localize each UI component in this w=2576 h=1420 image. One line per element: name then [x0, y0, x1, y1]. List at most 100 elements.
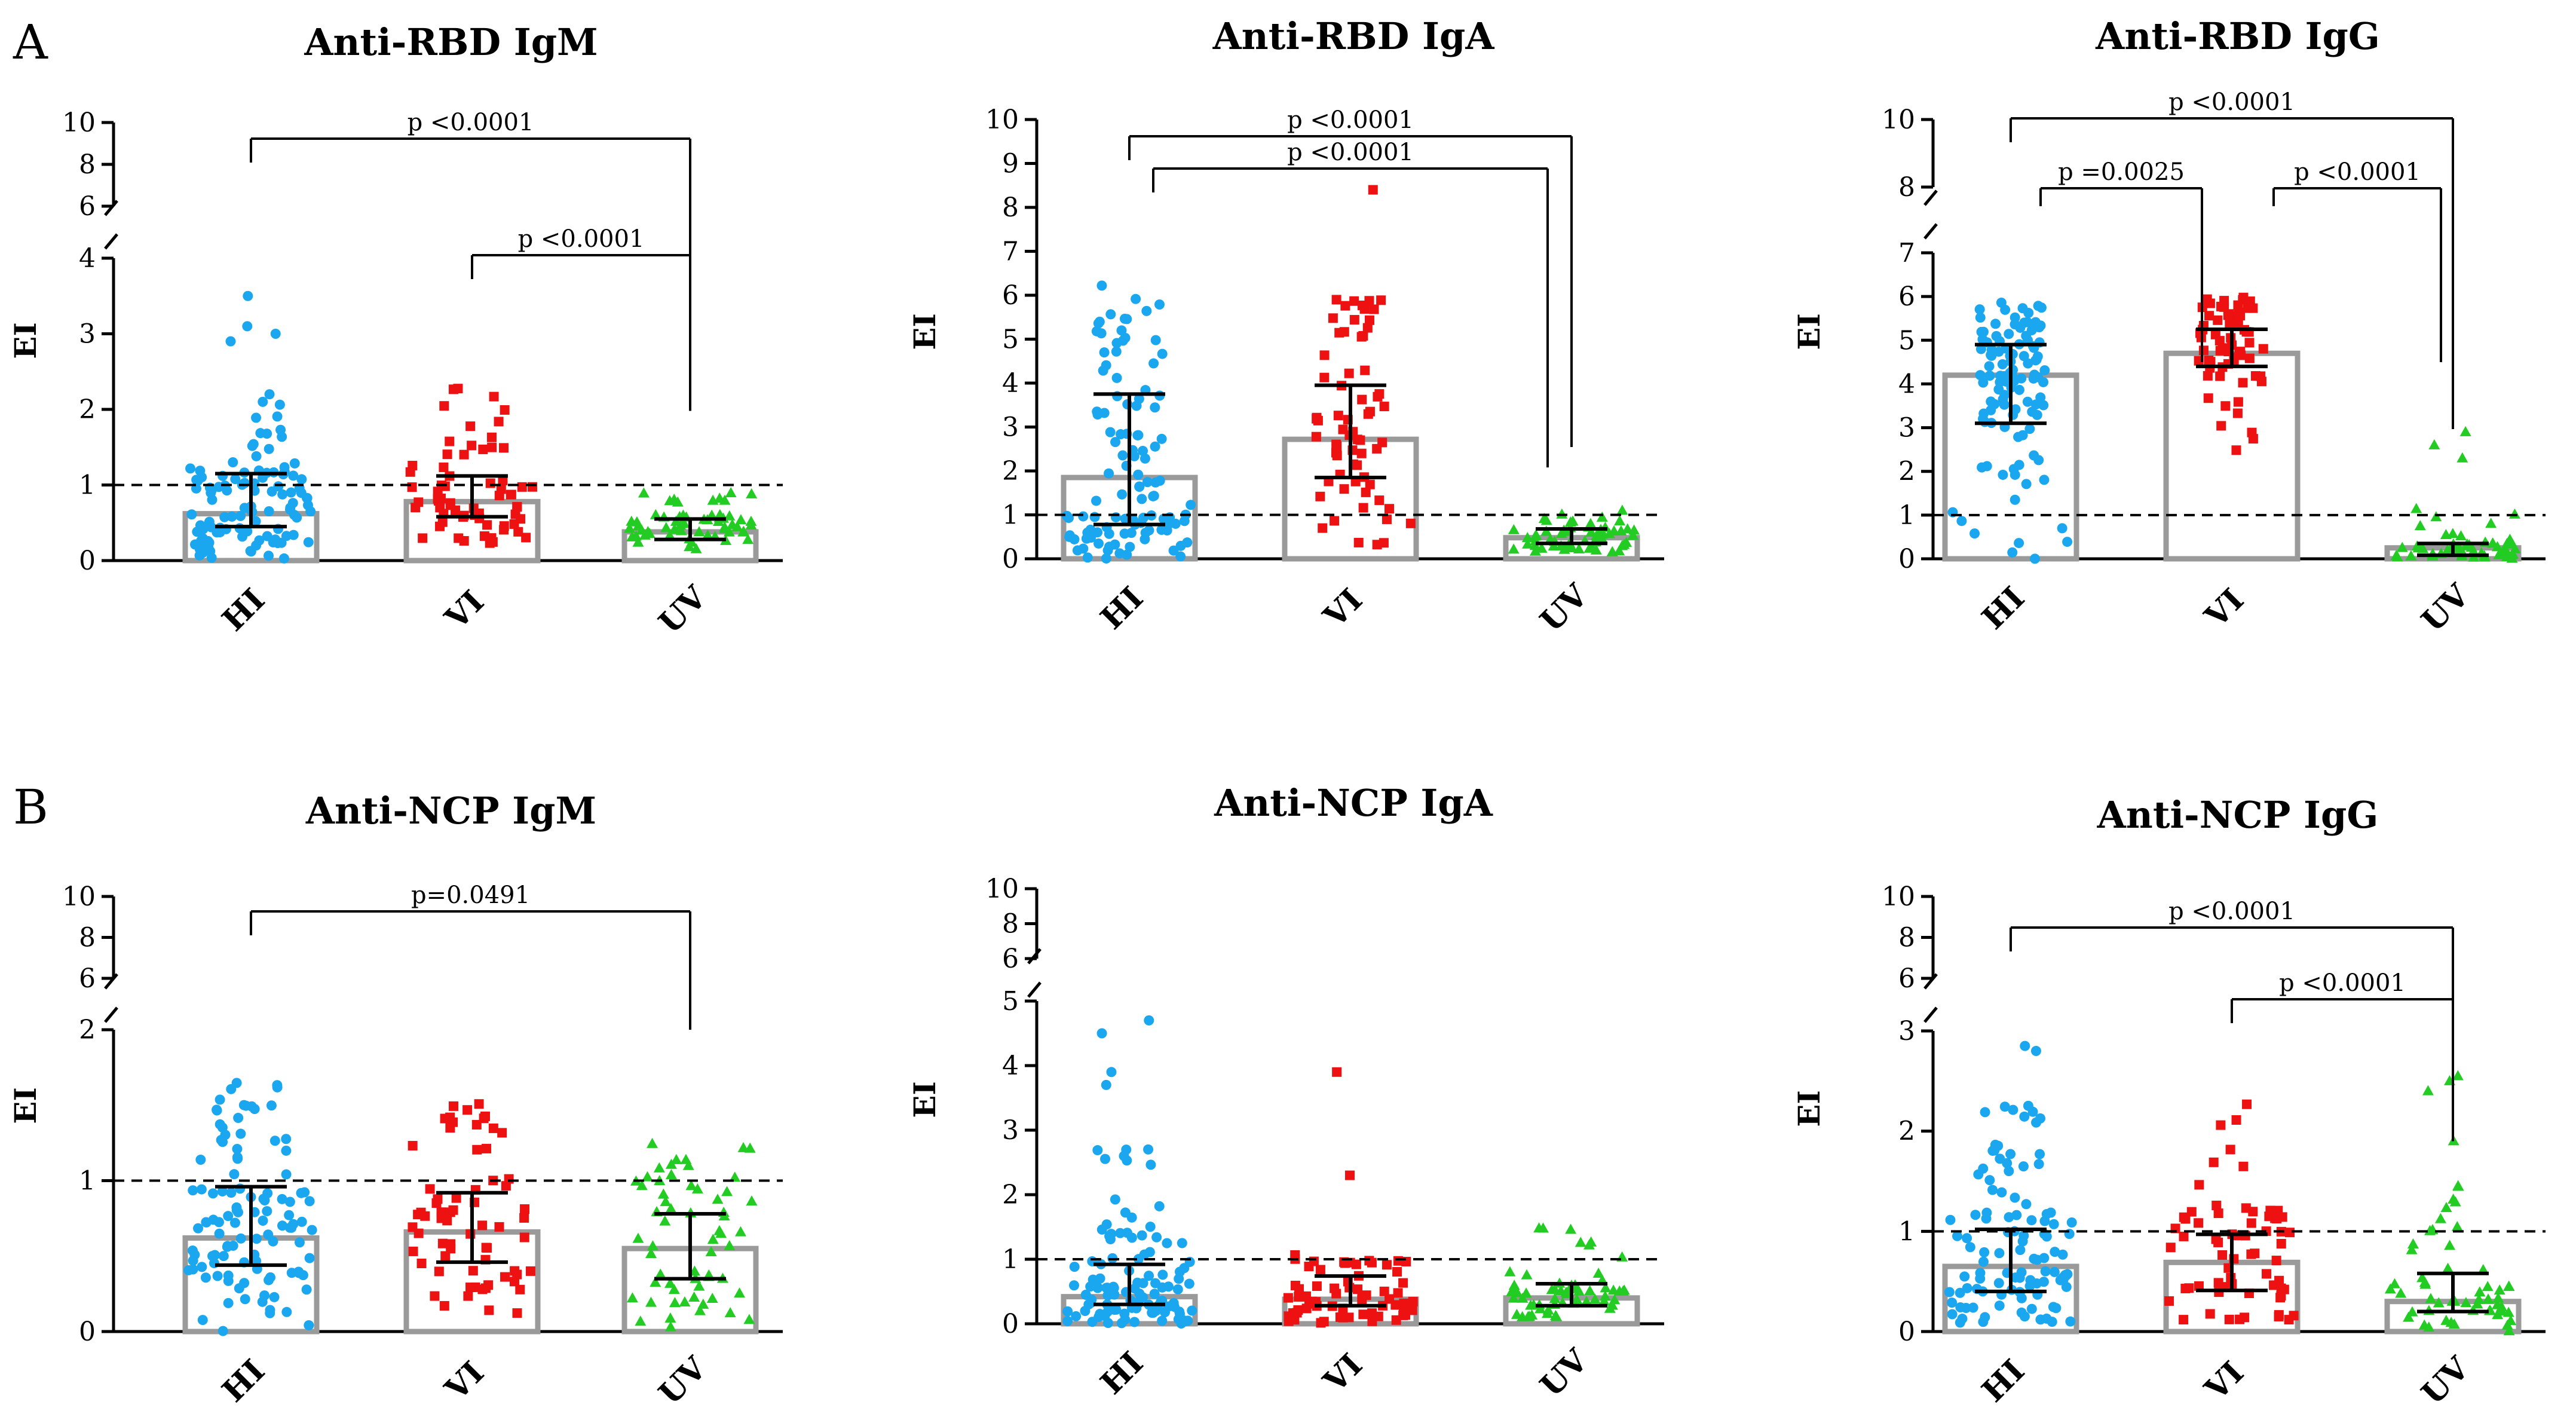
data-point-vi — [485, 478, 495, 488]
data-point-vi — [434, 1266, 444, 1277]
data-point-hi — [246, 546, 256, 557]
data-point-vi — [2202, 294, 2212, 304]
data-point-hi — [264, 389, 275, 400]
data-point-vi — [2265, 1205, 2275, 1216]
data-point-vi — [1283, 1293, 1293, 1303]
data-point-hi — [287, 498, 298, 509]
data-point-vi — [2225, 319, 2235, 329]
x-tick-label: UV — [1533, 577, 1596, 639]
x-tick-label: HI — [1094, 1345, 1150, 1401]
data-point-vi — [1393, 1256, 1403, 1266]
data-point-hi — [243, 290, 253, 301]
data-point-uv — [2447, 528, 2459, 538]
x-tick-label: HI — [1975, 1352, 2032, 1409]
data-point-hi — [215, 1094, 225, 1105]
data-point-hi — [1087, 1317, 1098, 1327]
data-point-hi — [1144, 1247, 1155, 1257]
y-axis-label: EI — [1791, 313, 1827, 350]
data-point-vi — [1382, 514, 1392, 524]
data-point-uv — [632, 1232, 644, 1243]
x-tick-label: HI — [215, 582, 272, 638]
data-point-hi — [1102, 1306, 1113, 1317]
data-point-hi — [1080, 1305, 1091, 1316]
data-point-uv — [660, 522, 672, 532]
data-point-uv — [1546, 1284, 1558, 1294]
data-point-vi — [1338, 1312, 1348, 1323]
data-point-hi — [1996, 297, 2007, 308]
data-point-vi — [1408, 1296, 1418, 1306]
data-point-uv — [2482, 1293, 2494, 1304]
data-point-hi — [1116, 1318, 1127, 1329]
data-point-uv — [1565, 1223, 1577, 1234]
data-point-hi — [1979, 1247, 1990, 1257]
data-point-hi — [1078, 543, 1089, 554]
data-point-hi — [2048, 1219, 2059, 1229]
data-point-hi — [208, 1214, 219, 1225]
x-tick-label: VI — [1316, 582, 1370, 635]
data-point-hi — [1106, 1067, 1117, 1078]
data-point-hi — [235, 1233, 246, 1244]
data-point-uv — [2433, 1297, 2445, 1308]
data-point-vi — [1304, 1262, 1314, 1272]
data-point-uv — [724, 1307, 736, 1318]
data-point-vi — [513, 527, 523, 537]
data-point-vi — [2213, 315, 2223, 325]
data-point-vi — [1385, 1294, 1395, 1304]
data-point-vi — [2203, 371, 2213, 381]
data-point-vi — [2271, 1256, 2281, 1266]
data-point-vi — [462, 1105, 473, 1115]
p-value-label: p <0.0001 — [2168, 898, 2295, 925]
data-point-hi — [218, 1251, 229, 1262]
data-point-vi — [499, 525, 509, 535]
data-point-hi — [218, 1137, 228, 1147]
data-point-vi — [465, 421, 476, 431]
data-point-hi — [2004, 1165, 2014, 1176]
data-point-hi — [1133, 1254, 1144, 1265]
data-point-vi — [425, 1184, 435, 1194]
data-point-hi — [1082, 527, 1093, 538]
data-point-hi — [1168, 1297, 1179, 1308]
data-point-hi — [196, 1184, 207, 1195]
data-point-hi — [188, 1185, 198, 1196]
data-point-vi — [488, 537, 498, 547]
data-point-hi — [1978, 326, 1989, 337]
data-point-uv — [1592, 1268, 1604, 1278]
data-point-uv — [707, 1234, 719, 1244]
data-point-vi — [1332, 1067, 1342, 1077]
y-tick-label: 10 — [1882, 882, 1915, 912]
data-point-hi — [2035, 320, 2046, 331]
data-point-hi — [203, 541, 214, 552]
data-point-uv — [677, 518, 689, 528]
data-point-uv — [738, 525, 750, 536]
data-point-hi — [1993, 346, 2004, 357]
data-point-vi — [1312, 412, 1322, 423]
data-point-uv — [1504, 1266, 1516, 1277]
data-point-vi — [467, 440, 477, 451]
y-axis-label: EI — [8, 322, 43, 359]
data-point-hi — [1111, 372, 1122, 383]
data-point-hi — [1952, 1231, 1963, 1241]
y-tick-label: 1 — [79, 1166, 96, 1196]
y-tick-label: 1 — [1898, 500, 1915, 531]
axis-break-mark — [1027, 948, 1042, 965]
data-point-hi — [286, 1222, 297, 1233]
data-point-hi — [2021, 479, 2032, 489]
data-point-hi — [196, 535, 207, 546]
data-point-hi — [265, 1272, 275, 1283]
data-point-hi — [222, 1241, 233, 1251]
axis-break-mark — [104, 973, 118, 990]
data-point-hi — [251, 412, 262, 423]
data-point-vi — [2247, 427, 2257, 437]
data-point-vi — [439, 1300, 449, 1311]
data-point-hi — [1148, 1308, 1159, 1318]
data-point-hi — [1129, 451, 1140, 461]
data-point-hi — [1994, 1248, 2005, 1259]
data-point-hi — [1119, 528, 1130, 539]
data-point-uv — [746, 488, 758, 498]
data-point-vi — [1363, 409, 1373, 419]
data-point-hi — [1140, 527, 1151, 538]
p-value-label: p <0.0001 — [2294, 158, 2421, 186]
data-point-hi — [2031, 1117, 2042, 1128]
data-point-hi — [1174, 1274, 1184, 1284]
y-tick-label: 6 — [1002, 280, 1019, 311]
